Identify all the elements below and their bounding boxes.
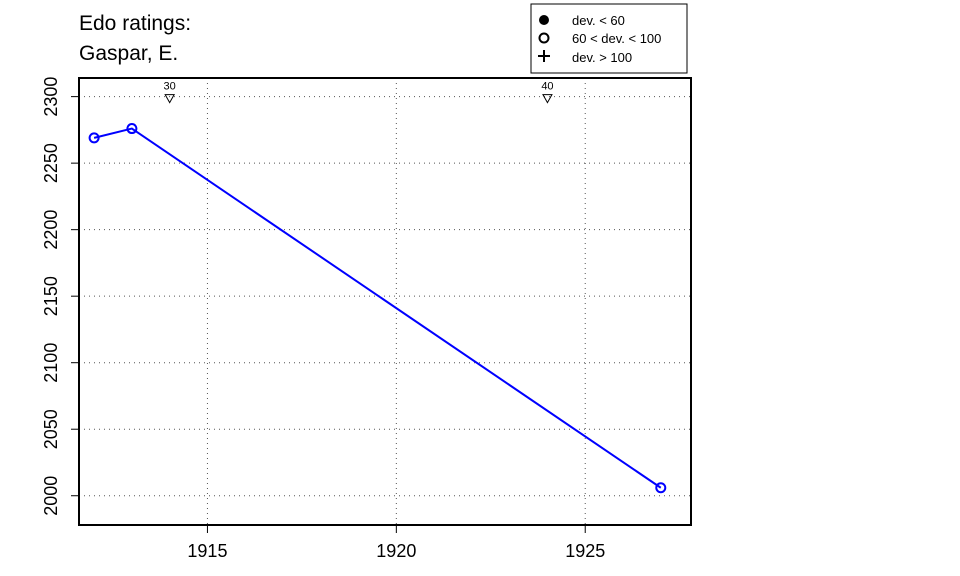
y-tick-label: 2050: [41, 409, 61, 449]
legend-entry-open: 60 < dev. < 100: [538, 31, 661, 46]
x-tick-label: 1915: [187, 541, 227, 561]
x-tick-label: 1920: [376, 541, 416, 561]
plot-frame: [78, 77, 692, 526]
series-line: [93, 127, 662, 489]
annotation-label: 30: [164, 81, 176, 93]
y-tick-label: 2000: [41, 476, 61, 516]
y-tick-label: 2200: [41, 210, 61, 250]
x-tick-label: 1925: [565, 541, 605, 561]
chart-title-line-1: Edo ratings:: [79, 12, 191, 35]
y-tick-label: 2150: [41, 276, 61, 316]
series-layer: [88, 123, 667, 494]
y-tick-label: 2300: [41, 77, 61, 117]
legend-plus-icon: [538, 50, 550, 62]
y-axis-ticks: 2000 2050 2100 2150 2200 2250 2300: [41, 77, 79, 516]
annotation-label: 40: [541, 81, 553, 93]
legend-filled-circle-icon: [539, 15, 549, 25]
legend-label-2: 60 < dev. < 100: [572, 31, 661, 46]
legend: dev. < 60 60 < dev. < 100 dev. > 100: [530, 3, 688, 74]
y-tick-label: 2100: [41, 343, 61, 383]
legend-label-1: dev. < 60: [572, 13, 625, 28]
chart-title: Edo ratings: Gaspar, E.: [79, 12, 191, 65]
annotations: 30 40: [164, 81, 554, 104]
chart-title-line-2: Gaspar, E.: [79, 42, 178, 65]
legend-box: [530, 3, 688, 74]
legend-label-3: dev. > 100: [572, 50, 632, 65]
legend-open-circle-icon: [538, 32, 550, 44]
x-axis-ticks: 1915 1920 1925: [187, 525, 605, 561]
gridlines: [79, 78, 691, 525]
data-point: [655, 482, 667, 494]
annotation-triangle-icon: [164, 94, 176, 104]
annotation-triangle-icon: [542, 94, 553, 104]
legend-entry-filled: dev. < 60: [539, 13, 625, 28]
data-point: [88, 132, 100, 144]
y-tick-label: 2250: [41, 143, 61, 183]
legend-entry-plus: dev. > 100: [538, 50, 632, 65]
data-point: [126, 123, 138, 135]
